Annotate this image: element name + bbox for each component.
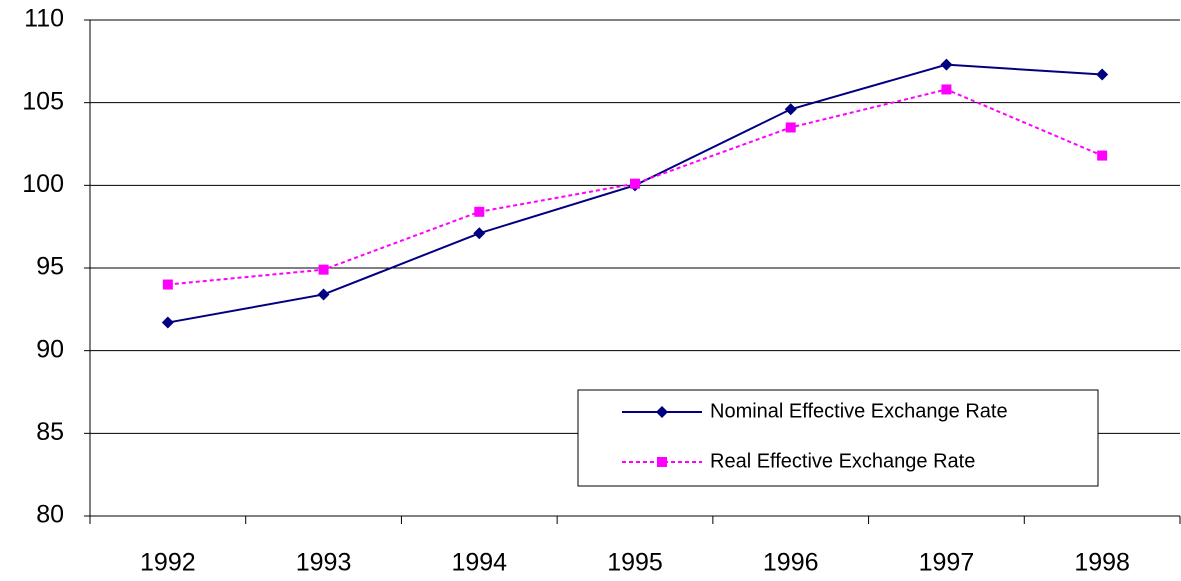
x-tick-label: 1992 bbox=[140, 549, 196, 577]
legend-marker bbox=[656, 406, 668, 418]
y-tick-label: 90 bbox=[36, 335, 64, 363]
marker bbox=[318, 264, 329, 275]
legend-label: Real Effective Exchange Rate bbox=[710, 450, 975, 472]
y-tick-label: 110 bbox=[24, 5, 64, 33]
marker bbox=[785, 122, 796, 133]
series-line bbox=[167, 63, 1103, 324]
x-tick-label: 1994 bbox=[451, 549, 507, 577]
legend: Nominal Effective Exchange Rate Real Effe… bbox=[577, 389, 1099, 487]
marker bbox=[473, 227, 486, 240]
marker bbox=[941, 84, 952, 95]
marker bbox=[161, 316, 174, 329]
y-tick-label: 100 bbox=[22, 170, 64, 198]
marker bbox=[1096, 68, 1109, 81]
marker bbox=[940, 58, 953, 71]
x-tick-label: 1997 bbox=[919, 549, 975, 577]
marker bbox=[784, 103, 797, 116]
x-tick-label: 1996 bbox=[763, 549, 819, 577]
legend-box bbox=[577, 389, 1099, 487]
legend-label: Nominal Effective Exchange Rate bbox=[710, 400, 1008, 422]
marker bbox=[317, 288, 330, 301]
marker bbox=[474, 206, 485, 217]
x-tick-label: 1993 bbox=[296, 549, 352, 577]
y-tick-label: 95 bbox=[36, 253, 64, 281]
legend-marker bbox=[657, 457, 667, 467]
y-tick-label: 85 bbox=[36, 418, 64, 446]
y-tick-label: 80 bbox=[36, 501, 64, 529]
x-tick-label: 1998 bbox=[1074, 549, 1130, 577]
marker bbox=[630, 178, 640, 189]
x-tick-label: 1995 bbox=[607, 549, 663, 577]
marker bbox=[162, 279, 173, 290]
marker bbox=[1097, 150, 1108, 161]
y-tick-label: 105 bbox=[22, 87, 64, 115]
